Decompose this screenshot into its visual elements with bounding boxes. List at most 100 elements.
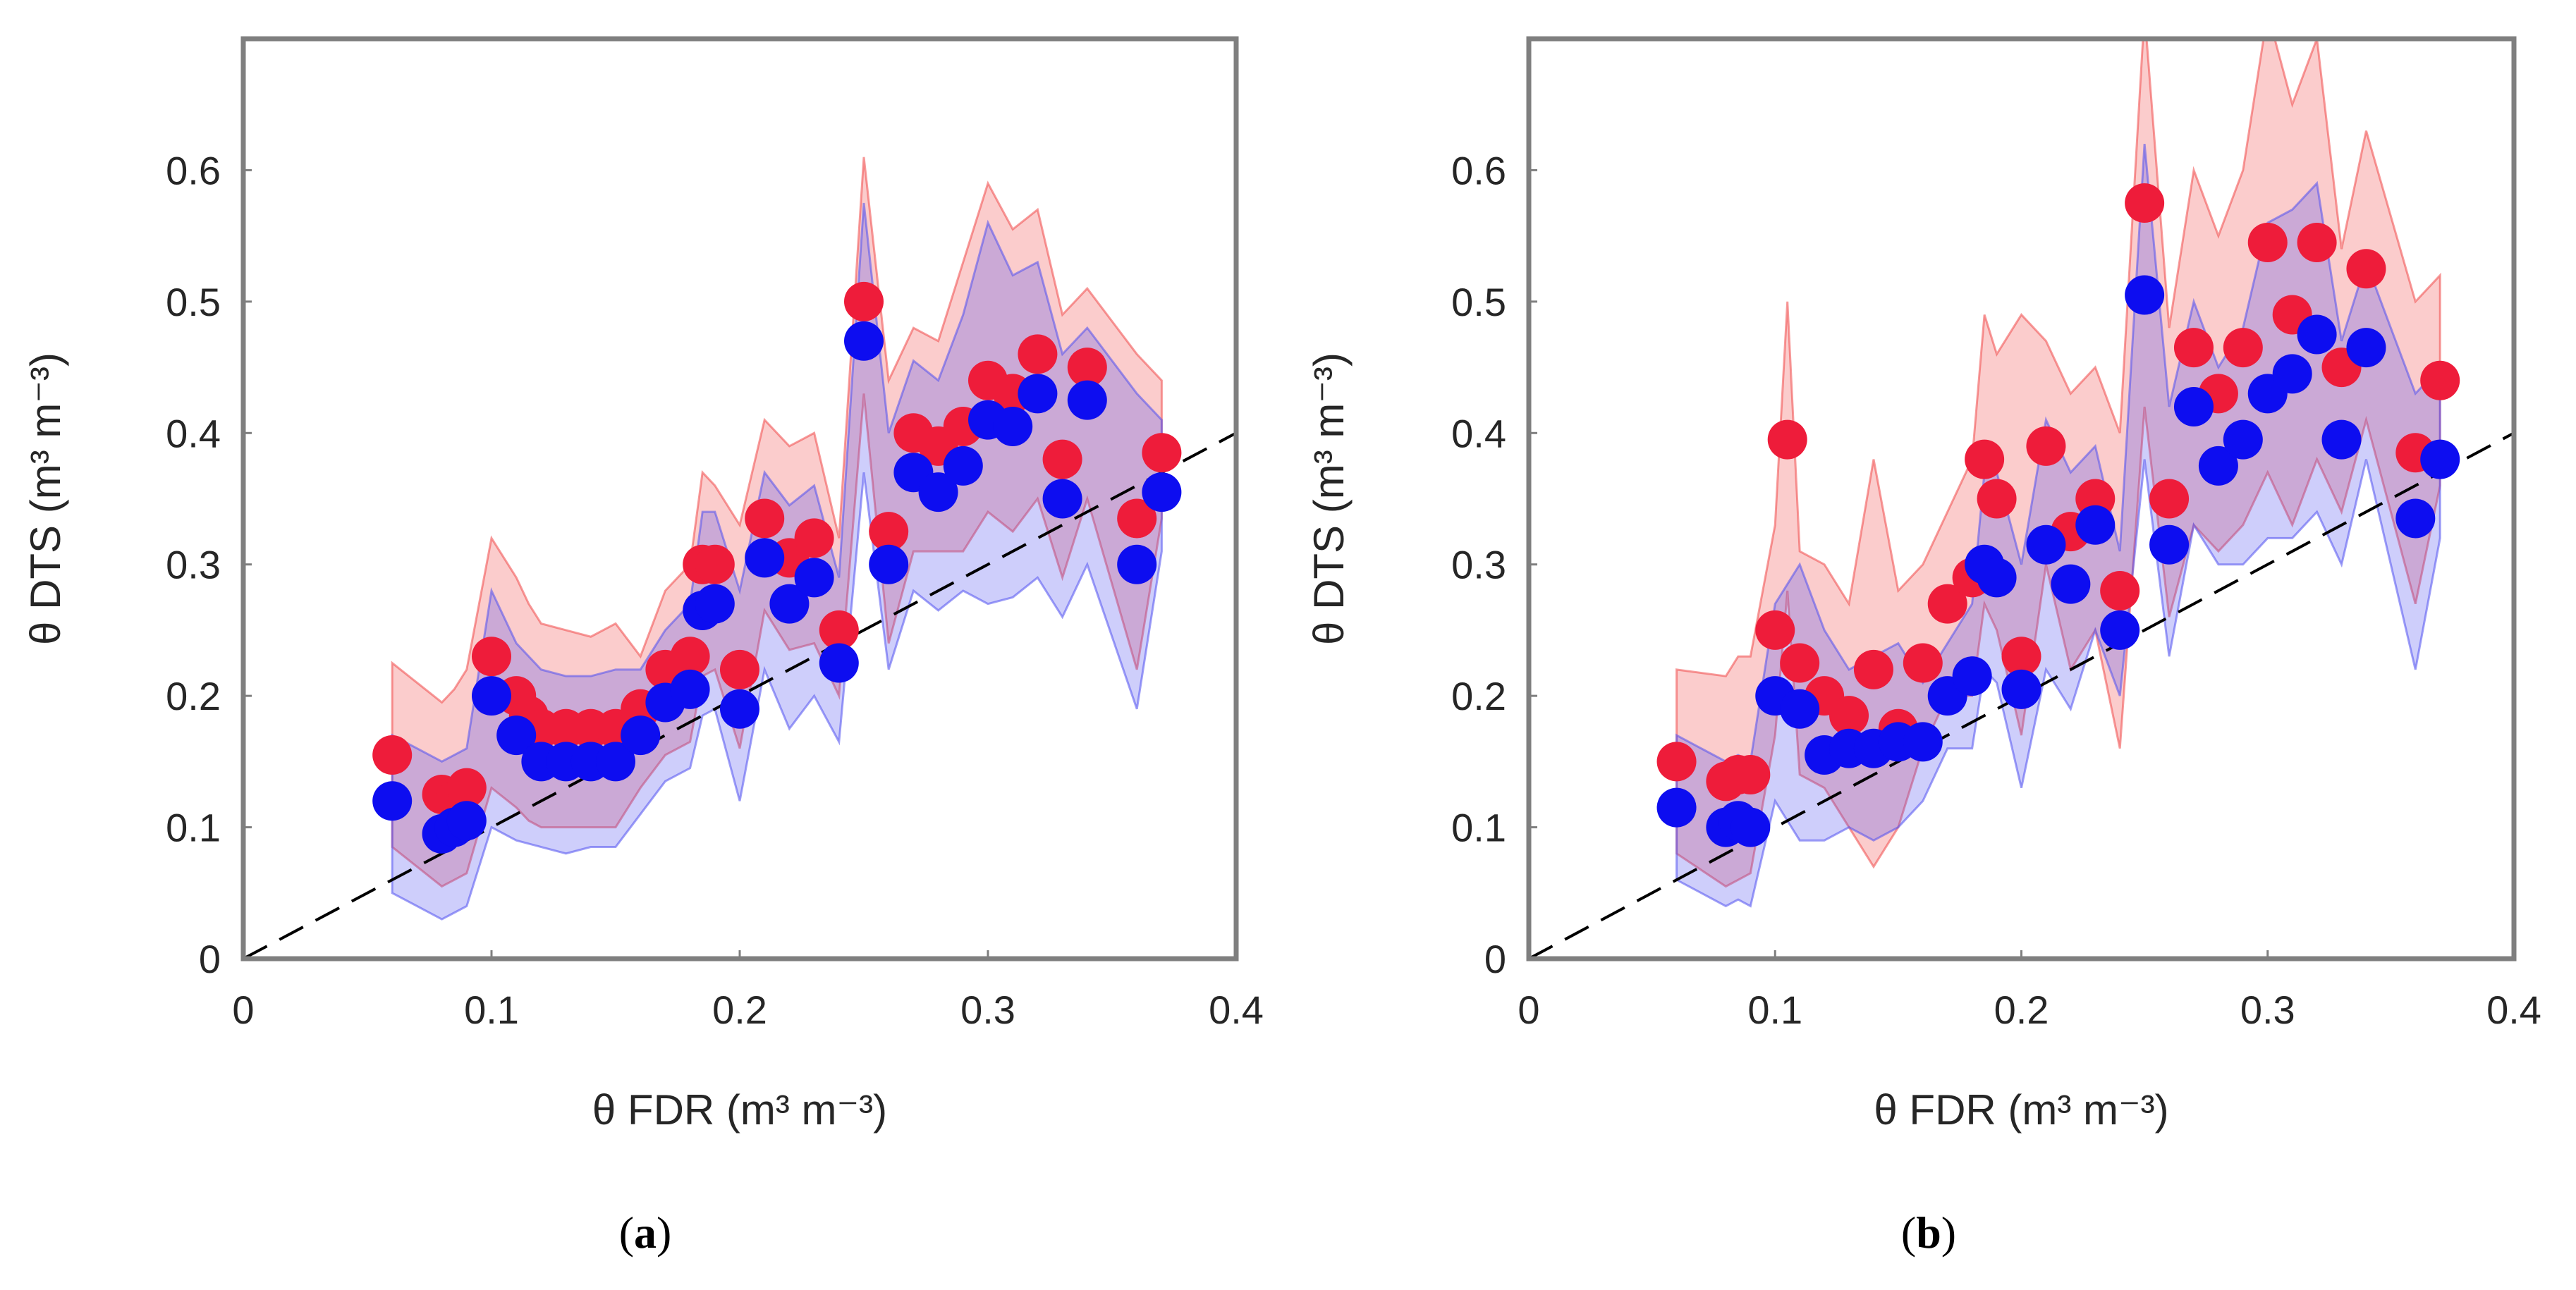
point-red — [1853, 649, 1893, 689]
point-red — [472, 637, 511, 677]
point-red — [1067, 348, 1107, 388]
panel-caption: (b) — [1901, 1208, 1956, 1258]
point-blue — [943, 446, 983, 486]
caption-letter: a — [634, 1208, 657, 1258]
point-red — [2149, 479, 2190, 519]
point-blue — [1903, 722, 1943, 762]
panel-caption: (a) — [619, 1208, 672, 1258]
point-blue — [621, 715, 661, 756]
x-axis-label: θ FDR (m³ m⁻³) — [1874, 1086, 2168, 1134]
panel-b: 0 0.1 0.2 0.3 0.4 0.5 0.6 0 0.1 0.2 0.3 0.4 θ FDR (m… — [1305, 36, 2541, 1258]
point-red — [2297, 222, 2337, 262]
point-blue — [2100, 610, 2140, 650]
y-tick-label: 0 — [1484, 937, 1506, 981]
point-blue — [2420, 439, 2460, 479]
point-blue — [720, 689, 759, 729]
point-red — [1018, 334, 1058, 374]
y-tick-label: 0.4 — [166, 411, 221, 455]
one-to-one-line — [243, 431, 1236, 959]
point-blue — [2125, 275, 2165, 315]
x-tick-label: 0.3 — [960, 988, 1015, 1032]
point-blue — [918, 472, 958, 512]
caption-paren-close: ) — [1941, 1208, 1956, 1258]
point-red — [844, 281, 884, 321]
point-red — [819, 610, 859, 650]
x-tick-label: 0.3 — [2240, 988, 2295, 1032]
point-red — [1829, 696, 1869, 736]
x-axis-label: θ FDR (m³ m⁻³) — [592, 1086, 887, 1134]
point-blue — [1018, 374, 1058, 414]
point-blue — [2149, 524, 2190, 565]
point-blue — [472, 676, 511, 716]
point-blue — [769, 584, 810, 624]
point-red — [695, 544, 735, 584]
point-red — [446, 768, 487, 808]
point-blue — [2001, 669, 2041, 709]
point-blue — [596, 742, 635, 782]
point-red — [2100, 571, 2140, 610]
point-red — [2001, 637, 2041, 677]
point-blue — [794, 558, 834, 598]
point-blue — [844, 321, 884, 361]
point-red — [1755, 610, 1795, 650]
point-red — [1965, 439, 2005, 479]
y-axis-label: θ DTS (m³ m⁻³) — [1305, 352, 1353, 645]
point-blue — [745, 538, 785, 578]
x-tick-label: 0.4 — [1209, 988, 1264, 1032]
y-tick-label: 0.3 — [1451, 543, 1506, 587]
point-red — [1903, 643, 1943, 683]
point-red — [2247, 222, 2288, 262]
point-blue — [2173, 387, 2214, 426]
y-tick-label: 0.6 — [1451, 148, 1506, 192]
plot-area-b — [1529, 39, 2514, 959]
point-blue — [2395, 498, 2436, 539]
point-blue — [496, 715, 537, 756]
x-tick-label: 0 — [232, 988, 254, 1032]
x-tick-label: 0.2 — [712, 988, 767, 1032]
y-tick-label: 0.5 — [166, 280, 221, 324]
point-blue — [1780, 689, 1820, 729]
point-blue — [1042, 479, 1082, 519]
x-tick-label: 0 — [1518, 988, 1539, 1032]
point-blue — [670, 669, 710, 709]
point-blue — [869, 544, 909, 584]
point-blue — [2223, 419, 2263, 460]
point-blue — [1730, 807, 1771, 847]
point-red — [869, 512, 909, 552]
point-red — [720, 649, 759, 689]
point-blue — [1656, 787, 1697, 828]
point-red — [372, 735, 413, 775]
caption-paren-open: ( — [619, 1208, 634, 1258]
point-red — [1927, 584, 1967, 624]
point-red — [794, 518, 834, 558]
point-blue — [695, 584, 735, 624]
point-blue — [2272, 354, 2312, 394]
point-blue — [2075, 505, 2116, 545]
y-axis-label: θ DTS (m³ m⁻³) — [22, 352, 69, 645]
point-red — [1767, 419, 1807, 460]
y-tick-label: 0.3 — [166, 543, 221, 587]
point-red — [1730, 755, 1771, 794]
point-blue — [1977, 558, 2017, 598]
point-blue — [2297, 314, 2337, 355]
y-tick-label: 0.1 — [166, 806, 221, 850]
plot-area-a — [243, 156, 1236, 959]
point-blue — [446, 801, 487, 841]
caption-letter: b — [1916, 1208, 1941, 1258]
x-tick-label: 0.2 — [1994, 988, 2049, 1032]
y-tick-label: 0.5 — [1451, 280, 1506, 324]
point-red — [1780, 643, 1820, 683]
point-red — [745, 498, 785, 539]
x-tick-label: 0.1 — [1747, 988, 1802, 1032]
point-red — [670, 637, 710, 677]
point-red — [2026, 426, 2066, 466]
point-red — [1117, 498, 1157, 539]
point-red — [1977, 479, 2017, 519]
point-blue — [2051, 564, 2091, 604]
x-tick-label: 0.1 — [464, 988, 519, 1032]
point-red — [1042, 439, 1082, 479]
caption-paren-open: ( — [1901, 1208, 1916, 1258]
point-blue — [2198, 446, 2238, 486]
point-red — [1656, 742, 1697, 782]
